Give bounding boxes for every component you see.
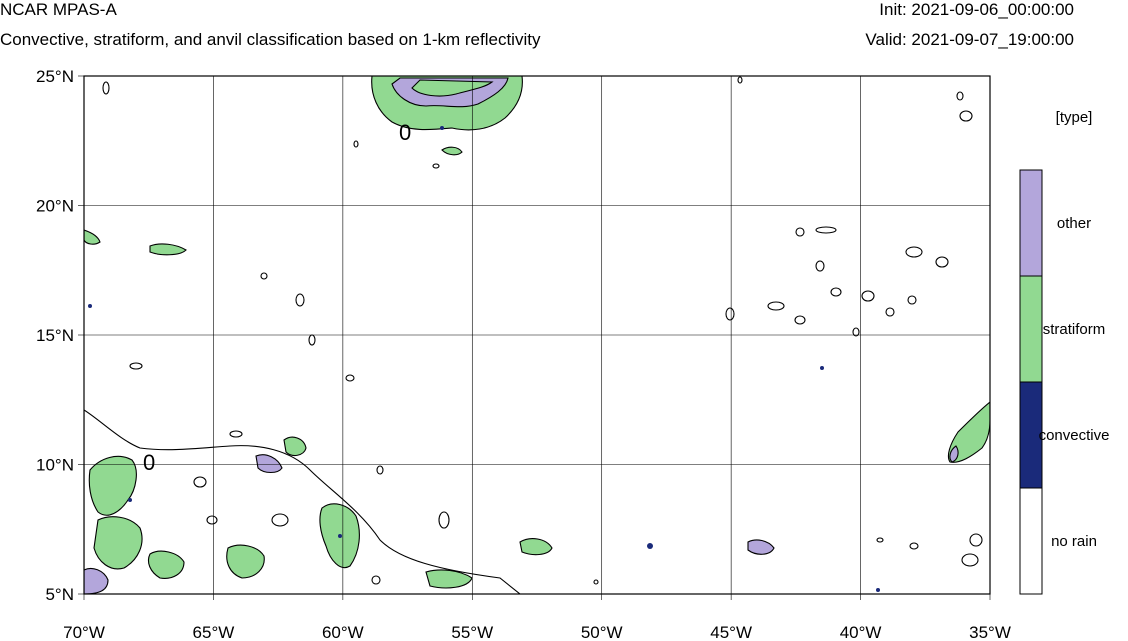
- lon-tick-labels: 70°W 65°W 60°W 55°W 50°W 45°W 40°W 35°W: [63, 623, 1011, 641]
- lon-tick-label: 40°W: [840, 623, 882, 641]
- lat-tick-label: 15°N: [36, 326, 74, 345]
- rain-band-east-core: [949, 445, 959, 463]
- scattered-cells: [102, 76, 983, 585]
- contour-label-west: 0: [143, 450, 155, 475]
- lat-tick-labels: 5°N 10°N 15°N 20°N 25°N: [36, 67, 74, 604]
- lat-tick-label: 5°N: [45, 585, 74, 604]
- plot-border: [83, 75, 991, 595]
- map-title: NCAR MPAS-A: [0, 0, 117, 19]
- gridlines: [78, 75, 991, 600]
- lat-tick-label: 25°N: [36, 67, 74, 86]
- rain-cluster-10: [149, 243, 187, 256]
- lat-tick-label: 20°N: [36, 197, 74, 216]
- rain-cluster-5: [255, 454, 283, 474]
- rain-cluster-8: [747, 539, 775, 555]
- rain-cluster-4: [283, 436, 307, 457]
- lon-tick-label: 60°W: [322, 623, 364, 641]
- legend-swatch: [1019, 275, 1043, 383]
- rain-band-west-2: [93, 516, 143, 570]
- convective-cells: [88, 126, 880, 592]
- valid-time: Valid: 2021-09-07_19:00:00: [865, 30, 1074, 49]
- coastal-region: [84, 409, 521, 594]
- storm-fragment: [441, 146, 463, 156]
- contour-label-north: 0: [399, 120, 411, 145]
- lon-tick-label: 55°W: [451, 623, 493, 641]
- init-time: Init: 2021-09-06_00:00:00: [879, 0, 1074, 19]
- rain-cluster-1: [226, 544, 265, 579]
- legend-swatch: [1019, 169, 1043, 277]
- legend: [type] other stratiform convective no rain: [1019, 109, 1110, 595]
- legend-colorbar: other stratiform convective no rain: [1019, 169, 1110, 595]
- rain-band-east: [947, 401, 990, 463]
- map-subtitle: Convective, stratiform, and anvil classi…: [0, 30, 541, 49]
- legend-label: stratiform: [1043, 321, 1106, 338]
- lat-tick-label: 10°N: [36, 456, 74, 475]
- rain-cluster-9: [84, 229, 101, 245]
- lon-tick-label: 70°W: [63, 623, 105, 641]
- lon-tick-label: 65°W: [193, 623, 235, 641]
- lon-tick-label: 50°W: [581, 623, 623, 641]
- rain-cluster-7: [519, 538, 553, 556]
- precip-features: [84, 76, 990, 594]
- legend-label: convective: [1039, 427, 1110, 444]
- rain-cluster-2: [147, 550, 185, 579]
- lon-tick-label: 35°W: [969, 623, 1011, 641]
- legend-title: [type]: [1056, 109, 1093, 126]
- lon-tick-label: 45°W: [710, 623, 752, 641]
- legend-swatch: [1019, 487, 1043, 595]
- legend-label: other: [1057, 215, 1091, 232]
- legend-label: no rain: [1051, 533, 1097, 550]
